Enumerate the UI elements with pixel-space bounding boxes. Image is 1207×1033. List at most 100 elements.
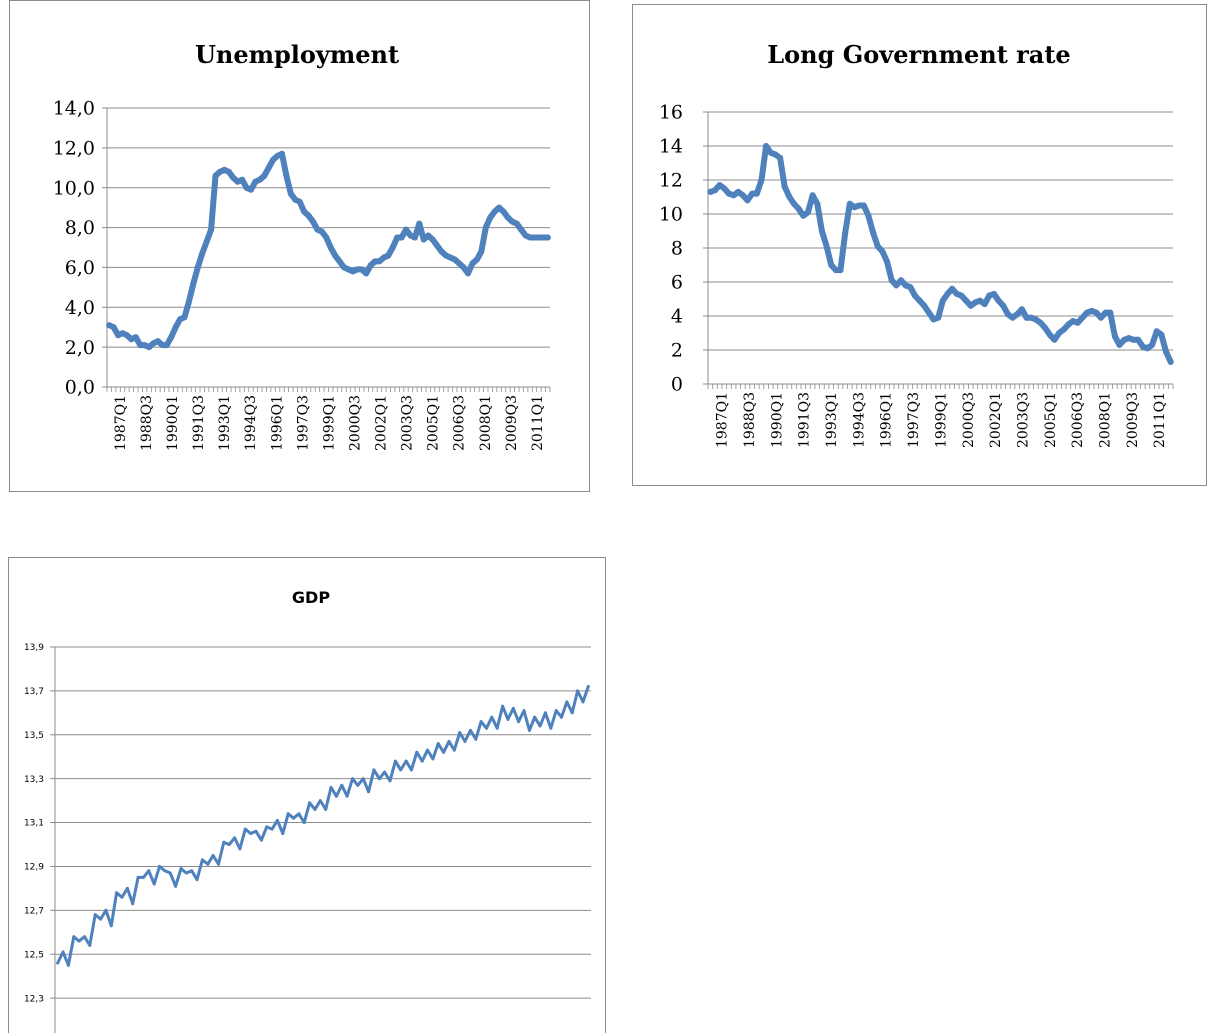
data-point: [361, 777, 365, 781]
y-tick-label: 13,5: [24, 731, 44, 741]
y-tick-label: 4: [671, 306, 683, 328]
data-point: [163, 869, 167, 873]
data-point: [490, 715, 494, 719]
x-tick-label: 1988Q3: [742, 392, 758, 448]
data-point: [1060, 326, 1067, 333]
y-tick-label: 12,0: [53, 138, 95, 160]
data-point: [296, 198, 303, 205]
x-tick-label: 1988Q3: [139, 395, 155, 451]
y-tick-label: 6: [671, 272, 683, 294]
data-point: [485, 726, 488, 730]
data-point: [487, 214, 494, 221]
data-point: [832, 267, 839, 274]
y-tick-label: 2,0: [65, 337, 95, 359]
data-point: [431, 757, 435, 761]
data-point: [902, 282, 909, 289]
x-tick-label: 2003Q3: [1015, 392, 1031, 448]
data-point: [436, 742, 440, 746]
y-tick-label: 2: [671, 340, 683, 362]
data-point: [310, 218, 316, 225]
data-point: [186, 298, 192, 305]
data-point: [329, 785, 333, 789]
data-point: [179, 867, 183, 871]
data-point: [930, 316, 937, 323]
data-point: [184, 871, 188, 875]
x-tick-label: 2000Q3: [347, 395, 363, 451]
gdp-chart: GDP 12,112,312,512,712,913,113,313,513,7…: [8, 557, 606, 1033]
data-point: [1009, 314, 1016, 321]
data-point: [327, 244, 334, 251]
data-point: [283, 172, 290, 179]
data-point: [786, 194, 793, 200]
data-point: [809, 192, 816, 199]
data-point: [286, 812, 290, 816]
data-point: [1125, 335, 1132, 342]
data-point: [146, 344, 153, 351]
chart-title: GDP: [292, 588, 330, 607]
data-point: [581, 700, 585, 704]
data-point: [522, 709, 526, 713]
y-tick-label: 8,0: [65, 217, 95, 239]
data-point: [463, 739, 467, 743]
data-point: [383, 770, 387, 774]
data-point: [538, 724, 542, 728]
data-point: [314, 226, 321, 233]
data-point: [795, 205, 802, 212]
data-point: [495, 726, 499, 730]
data-point: [986, 292, 993, 299]
data-point: [1023, 314, 1030, 321]
data-point: [351, 777, 354, 781]
data-point: [1042, 324, 1049, 331]
data-point: [473, 256, 480, 263]
data-point: [1149, 341, 1156, 348]
data-point: [1130, 336, 1137, 343]
y-tick-label: 14,0: [53, 98, 95, 120]
data-point: [879, 248, 886, 255]
data-point: [500, 208, 507, 215]
data-point: [1097, 314, 1104, 321]
data-point: [56, 961, 60, 965]
data-point: [939, 297, 946, 304]
data-point: [1121, 336, 1128, 343]
y-tick-label: 0,0: [65, 377, 95, 399]
data-point: [482, 224, 489, 231]
data-point: [399, 768, 403, 772]
long-government-rate-chart: Long Government rate 0 2 4 6 8 10 12 14 16 1987Q1…: [632, 4, 1207, 486]
data-point: [305, 212, 312, 219]
data-point: [805, 209, 811, 216]
x-tick-label: 2009Q3: [1125, 392, 1141, 448]
data-point: [168, 334, 175, 341]
data-point: [469, 260, 476, 267]
x-tick-label: 2005Q1: [426, 395, 442, 451]
data-point: [239, 176, 246, 183]
data-point: [388, 779, 392, 783]
data-point: [292, 816, 295, 820]
data-point: [1014, 311, 1021, 318]
data-point: [398, 234, 405, 241]
data-point: [870, 229, 877, 236]
data-point: [152, 882, 156, 886]
data-point: [944, 290, 951, 297]
long-government-rate-chart-svg: Long Government rate 0 2 4 6 8 10 12 14 16 1987Q1…: [659, 40, 1174, 448]
x-tick-label: 2008Q1: [478, 395, 494, 451]
data-point: [846, 200, 853, 207]
data-point: [753, 190, 760, 197]
data-point: [66, 963, 70, 967]
data-point: [254, 829, 258, 833]
y-tick-label: 4,0: [65, 297, 95, 319]
data-point: [334, 794, 338, 798]
data-point: [211, 854, 215, 857]
data-point: [522, 232, 529, 239]
data-point: [109, 924, 113, 928]
data-point: [972, 299, 979, 306]
data-point: [415, 750, 419, 754]
data-point: [506, 717, 510, 721]
data-point: [393, 759, 397, 763]
data-point: [1144, 345, 1151, 352]
data-point: [212, 172, 219, 179]
data-point: [190, 280, 197, 287]
x-tick-label: 1993Q1: [217, 395, 233, 451]
data-point: [420, 759, 424, 763]
data-point: [340, 783, 344, 787]
data-point: [345, 794, 349, 798]
